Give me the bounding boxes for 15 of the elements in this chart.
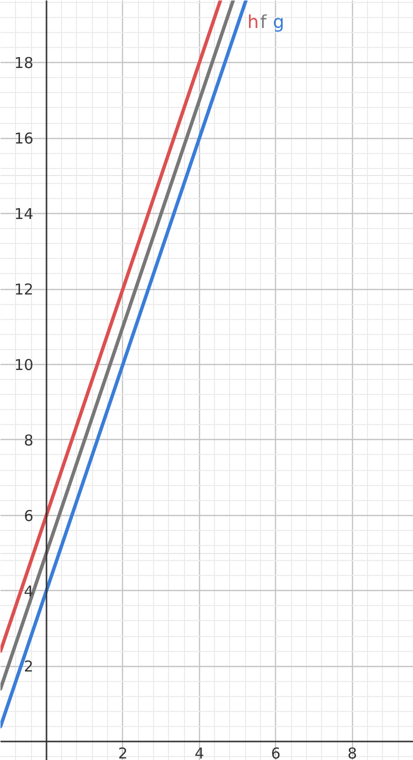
y-tick-label: 16 bbox=[14, 130, 34, 148]
y-tick-label: 14 bbox=[14, 205, 34, 224]
x-tick-label: 6 bbox=[271, 744, 281, 760]
y-tick-label: 10 bbox=[14, 356, 34, 374]
series-label: g bbox=[272, 12, 284, 33]
y-tick-label: 18 bbox=[14, 54, 34, 72]
series-label: h bbox=[247, 12, 259, 33]
series-label: f bbox=[260, 12, 268, 33]
y-tick-label: 8 bbox=[24, 431, 34, 450]
y-tick-label: 6 bbox=[24, 506, 34, 525]
x-tick-label: 8 bbox=[348, 744, 358, 760]
y-tick-label: 2 bbox=[24, 658, 34, 676]
x-tick-label: 4 bbox=[194, 744, 204, 760]
y-tick-label: 12 bbox=[14, 280, 34, 299]
x-tick-label: 2 bbox=[118, 744, 128, 760]
